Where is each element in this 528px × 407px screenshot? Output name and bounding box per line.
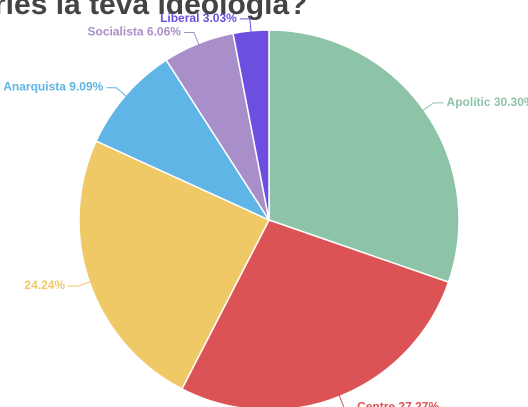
data-label: Socialista 6.06%	[88, 25, 182, 39]
chart-title: ries la teva ideologia?	[0, 0, 307, 21]
value-label: 9.09%	[69, 80, 103, 94]
category-label: Socialista	[88, 25, 144, 39]
data-label: Anarquista 9.09%	[3, 80, 103, 94]
leader-line	[421, 102, 444, 112]
data-label: Liberal 3.03%	[160, 11, 237, 25]
category-label: Apolític	[447, 95, 491, 109]
leader-line	[106, 87, 128, 98]
category-label: Liberal	[160, 11, 199, 25]
leader-line	[338, 394, 345, 407]
leader-line	[239, 18, 252, 33]
category-label: Anarquista	[3, 80, 66, 94]
value-label: 24.24%	[24, 278, 65, 292]
category-label: Centre	[357, 400, 395, 407]
leader-line	[183, 31, 200, 46]
data-label: Centre 27.27%	[357, 400, 439, 407]
value-label: 3.03%	[203, 11, 237, 25]
value-label: 30.30%	[494, 95, 528, 109]
data-label: Apolític 30.30%	[447, 95, 528, 109]
leader-line	[68, 281, 92, 287]
value-label: 27.27%	[398, 400, 439, 407]
data-label: 24.24%	[24, 278, 65, 292]
value-label: 6.06%	[147, 25, 181, 39]
